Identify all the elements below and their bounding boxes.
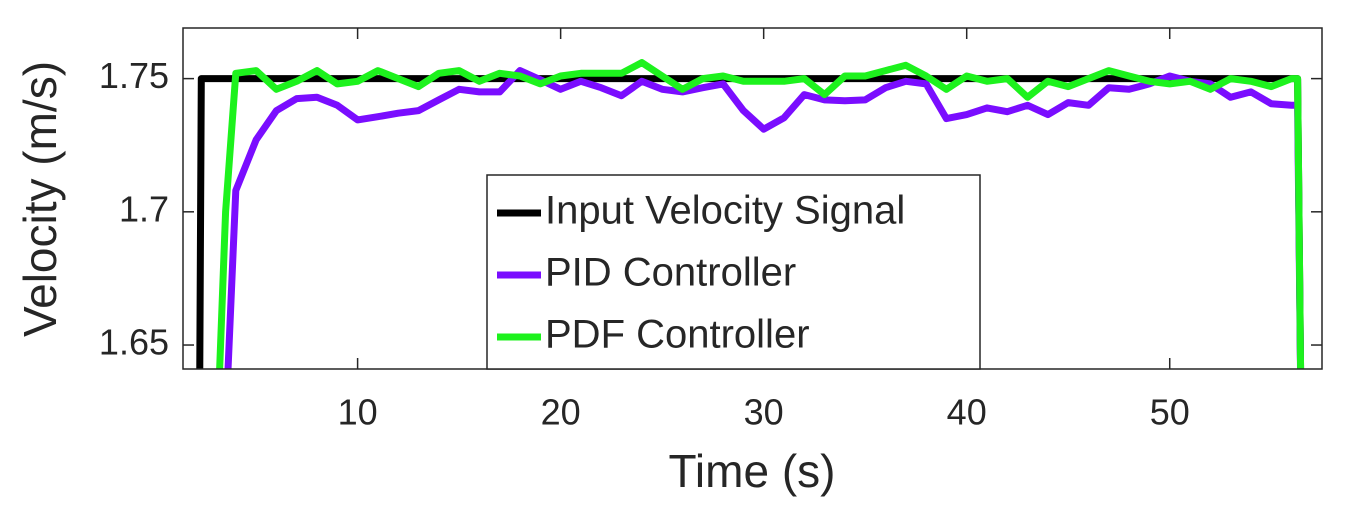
y-tick-label: 1.7 [119, 188, 169, 229]
legend-box [486, 174, 981, 370]
y-tick-label: 1.75 [99, 55, 169, 96]
legend-label: PID Controller [545, 251, 796, 295]
lines [196, 59, 1305, 369]
legend-label: Input Velocity Signal [545, 189, 905, 233]
x-tick-label: 40 [947, 392, 987, 433]
x-axis-label: Time (s) [669, 445, 836, 497]
y-axis-label: Velocity (m/s) [14, 61, 66, 337]
x-tick-label: 50 [1150, 392, 1190, 433]
legend-label: PDF Controller [545, 313, 810, 357]
x-tick-label: 30 [744, 392, 784, 433]
y-tick-label: 1.65 [99, 322, 169, 363]
x-tick-label: 10 [338, 392, 378, 433]
x-tick-label: 20 [541, 392, 581, 433]
series-line [216, 59, 1305, 369]
